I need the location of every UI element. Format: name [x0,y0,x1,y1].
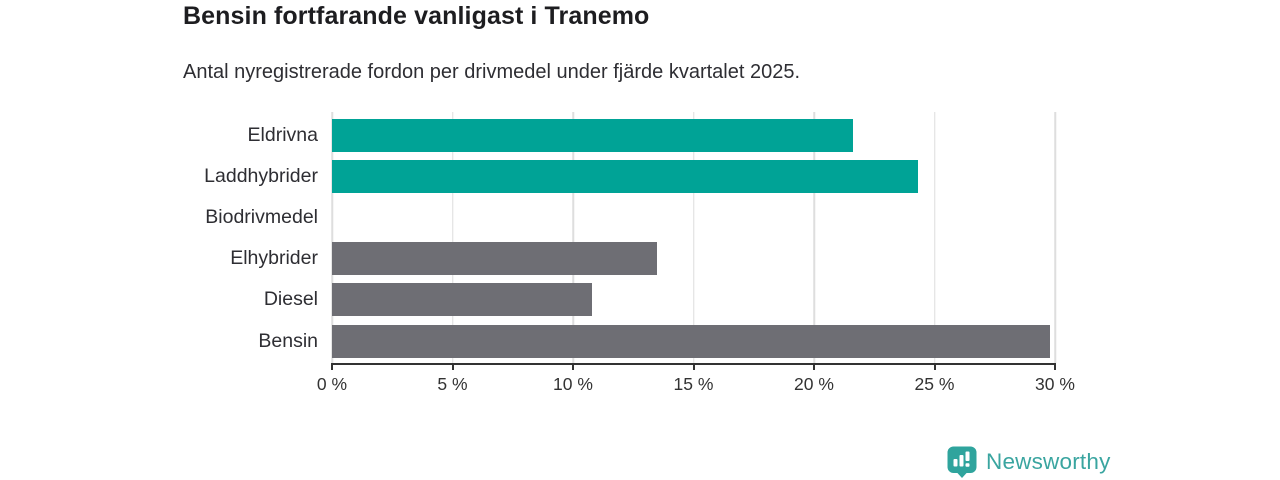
x-axis-tick [572,363,574,370]
x-axis-tick-label: 0 % [316,374,348,394]
bar-bensin [332,324,1051,358]
bar-row-biodrivmedel: Biodrivmedel [205,201,1055,234]
newsworthy-bubble-chart-icon [947,446,977,478]
chart-subtitle: Antal nyregistrerade fordon per drivmede… [183,61,801,83]
category-label-laddhybrider: Laddhybrider [204,165,318,188]
bar-row-elhybrider: Elhybrider [230,242,1055,276]
x-axis-tick [692,363,695,370]
x-axis-tick-label: 25 % [914,374,955,394]
x-axis-tick [1054,363,1056,370]
category-label-biodrivmedel: Biodrivmedel [205,206,318,229]
newsworthy-logo: Newsworthy [947,446,1111,478]
bar-row-laddhybrider: Laddhybrider [204,160,1055,194]
x-axis-tick-label: 10 % [553,374,593,394]
category-label-bensin: Bensin [258,329,318,352]
gridline [572,112,574,363]
x-axis-tick-label: 15 % [673,374,714,394]
bar-row-diesel: Diesel [264,283,1055,317]
gridline [331,112,333,363]
x-axis-tick [451,363,454,370]
bar-row-eldrivna: Eldrivna [248,119,1055,152]
bar-row-bensin: Bensin [258,324,1055,358]
gridline [933,112,936,363]
gridline [813,112,815,363]
bar-elhybrider [332,242,658,276]
x-axis-tick-label: 20 % [794,374,834,394]
x-axis-tick [933,363,936,370]
bar-laddhybrider [332,160,918,194]
category-label-diesel: Diesel [263,288,318,311]
x-axis-tick-label: 30 % [1035,374,1075,394]
x-axis-tick [331,363,333,370]
plot-area: 0 % 5 % 10 % 15 % 20 % 25 % 30 % Eldrivna Laddhy… [204,112,1075,394]
gridline [692,112,695,363]
category-label-elhybrider: Elhybrider [230,247,318,270]
x-axis-tick-label: 5 % [437,374,468,394]
bar-diesel [332,283,593,317]
category-label-eldrivna: Eldrivna [247,124,318,146]
x-axis-tick [813,363,815,370]
gridline [1054,112,1056,363]
bar-eldrivna [332,119,853,152]
chart-title: Bensin fortfarande vanligast i Tranemo [183,2,650,30]
newsworthy-wordmark: Newsworthy [986,449,1111,474]
gridline [451,112,454,363]
